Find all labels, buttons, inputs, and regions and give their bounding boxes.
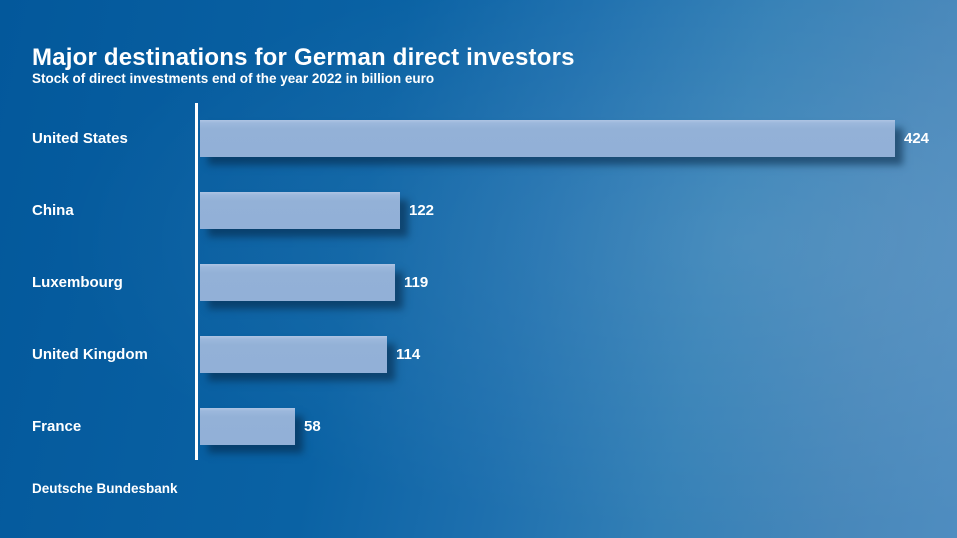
bar-row: United States 424 bbox=[0, 120, 957, 157]
value-label: 114 bbox=[396, 346, 421, 363]
category-label: Luxembourg bbox=[32, 274, 123, 291]
category-label: United States bbox=[32, 130, 128, 147]
category-label: United Kingdom bbox=[32, 346, 148, 363]
y-axis-line bbox=[195, 103, 198, 460]
value-label: 424 bbox=[904, 130, 930, 147]
source-label: Deutsche Bundesbank bbox=[32, 481, 178, 496]
bar-luxembourg bbox=[200, 264, 395, 301]
bar-row: Luxembourg 119 bbox=[0, 264, 957, 301]
value-label: 58 bbox=[304, 418, 321, 435]
chart-subtitle: Stock of direct investments end of the y… bbox=[32, 71, 435, 86]
bar-united-kingdom bbox=[200, 336, 387, 373]
category-label: China bbox=[32, 202, 74, 219]
bar-united-states bbox=[200, 120, 895, 157]
bar-row: China 122 bbox=[0, 192, 957, 229]
chart-title: Major destinations for German direct inv… bbox=[32, 44, 575, 71]
bar-france bbox=[200, 408, 295, 445]
value-label: 122 bbox=[409, 202, 435, 219]
category-label: France bbox=[32, 418, 82, 435]
bar-row: France 58 bbox=[0, 408, 957, 445]
bar-china bbox=[200, 192, 400, 229]
value-label: 119 bbox=[404, 274, 429, 291]
bar-row: United Kingdom 114 bbox=[0, 336, 957, 373]
